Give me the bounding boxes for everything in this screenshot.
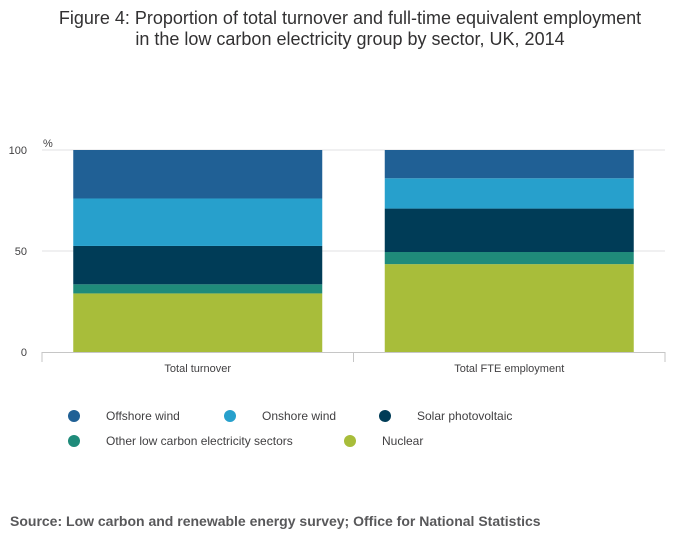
- x-category-label-1: Total FTE employment: [454, 363, 564, 375]
- stacked-bar-chart: % 0 50 100 Total turnover Total FTE employme…: [9, 138, 666, 375]
- legend-item-nuclear: Nuclear: [344, 434, 423, 448]
- legend-label: Offshore wind: [106, 409, 180, 423]
- legend-swatch-icon: [379, 410, 391, 422]
- bar-segment-other-low-carbon-electricity-sectors-0: [73, 284, 323, 294]
- legend-swatch-icon: [344, 435, 356, 447]
- legend-item-other-low-carbon-electricity-sectors: Other low carbon electricity sectors: [68, 434, 293, 448]
- bar-segment-onshore-wind-1: [384, 178, 634, 209]
- source-note: Source: Low carbon and renewable energy …: [10, 513, 541, 529]
- legend-item-onshore-wind: Onshore wind: [224, 409, 336, 423]
- y-tick-label-50: 50: [15, 246, 27, 258]
- y-tick-label-0: 0: [21, 347, 27, 359]
- bar-segment-other-low-carbon-electricity-sectors-1: [384, 252, 634, 265]
- chart-title-line-1: Figure 4: Proportion of total turnover a…: [58, 8, 642, 28]
- bar-segment-offshore-wind-0: [73, 150, 323, 199]
- legend-swatch-icon: [68, 435, 80, 447]
- bar-segment-offshore-wind-1: [384, 150, 634, 179]
- bar-segment-nuclear-1: [384, 264, 634, 352]
- legend-swatch-icon: [224, 410, 236, 422]
- x-category-label-0: Total turnover: [164, 363, 231, 375]
- bar-segment-solar-photovoltaic-0: [73, 245, 323, 285]
- legend-swatch-icon: [68, 410, 80, 422]
- legend-item-solar-photovoltaic: Solar photovoltaic: [379, 409, 512, 423]
- bar-segment-solar-photovoltaic-1: [384, 208, 634, 253]
- legend-label: Solar photovoltaic: [417, 409, 513, 423]
- chart-title-line-2: in the low carbon electricity group by s…: [135, 29, 565, 49]
- y-tick-label-100: 100: [9, 145, 27, 157]
- legend-label: Other low carbon electricity sectors: [106, 434, 293, 448]
- bar-segment-nuclear-0: [73, 293, 323, 352]
- legend-item-offshore-wind: Offshore wind: [68, 409, 180, 423]
- bar-segment-onshore-wind-0: [73, 198, 323, 246]
- y-axis-unit-label: %: [43, 138, 53, 150]
- chart-title: Figure 4: Proportion of total turnover a…: [0, 8, 700, 50]
- legend-label: Nuclear: [382, 434, 424, 448]
- legend-label: Onshore wind: [262, 409, 337, 423]
